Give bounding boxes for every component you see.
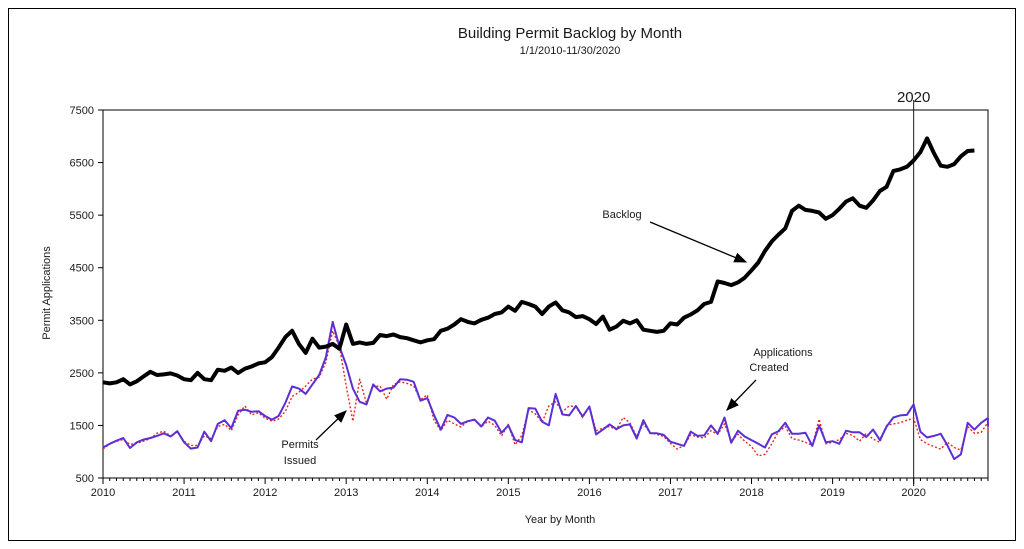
annotation-label: Backlog — [602, 209, 641, 221]
x-tick-label: 2020 — [901, 487, 925, 499]
y-axis-label: Permit Applications — [41, 246, 53, 340]
annotation-label: Applications — [753, 347, 813, 359]
x-axis: 2010 2011 2012 2013 2014 2015 2016 2017 2018 2019… — [91, 478, 989, 499]
x-tick-label: 2016 — [577, 487, 601, 499]
series-layer — [102, 136, 989, 461]
series-line-permits-issued — [102, 330, 989, 457]
x-tick-label: 2010 — [91, 487, 115, 499]
x-tick-label: 2018 — [739, 487, 763, 499]
annotation-arrow — [649, 221, 748, 263]
chart-title: Building Permit Backlog by Month — [458, 25, 682, 42]
annotation-arrow — [315, 410, 347, 441]
x-tick-label: 2017 — [658, 487, 682, 499]
plot-border — [102, 109, 989, 479]
y-tick-label: 2500 — [70, 368, 94, 380]
x-tick-label: 2012 — [253, 487, 277, 499]
annotation-layer: Backlog Applications Created Permits Issued — [281, 209, 813, 467]
annotation-label: Issued — [284, 455, 316, 467]
series-line-backlog — [102, 136, 975, 387]
chart-subtitle: 1/1/2010-11/30/2020 — [520, 45, 621, 57]
y-tick-label: 4500 — [70, 263, 94, 275]
y-tick-label: 3500 — [70, 315, 94, 327]
x-axis-label: Year by Month — [525, 514, 596, 526]
x-tick-label: 2019 — [820, 487, 844, 499]
y-tick-label: 1500 — [70, 420, 94, 432]
annotation-label: Created — [749, 362, 788, 374]
x-tick-label: 2015 — [496, 487, 520, 499]
x-tick-label: 2011 — [172, 487, 196, 499]
plot-area: 2020 — [102, 89, 989, 486]
y-tick-label: 5500 — [70, 210, 94, 222]
series-line-applications-created — [102, 320, 989, 461]
y-axis: 500 1500 2500 3500 4500 5500 6500 7500 — [70, 105, 103, 485]
y-tick-label: 6500 — [70, 158, 94, 170]
x-tick-label: 2013 — [334, 487, 358, 499]
y-tick-label: 500 — [76, 473, 94, 485]
chart-frame — [8, 8, 1016, 541]
x-tick-label: 2014 — [415, 487, 439, 499]
annotation-label: Permits — [281, 439, 319, 451]
year-marker-label: 2020 — [897, 89, 930, 106]
annotation-arrow — [726, 379, 757, 411]
y-tick-label: 7500 — [70, 105, 94, 117]
